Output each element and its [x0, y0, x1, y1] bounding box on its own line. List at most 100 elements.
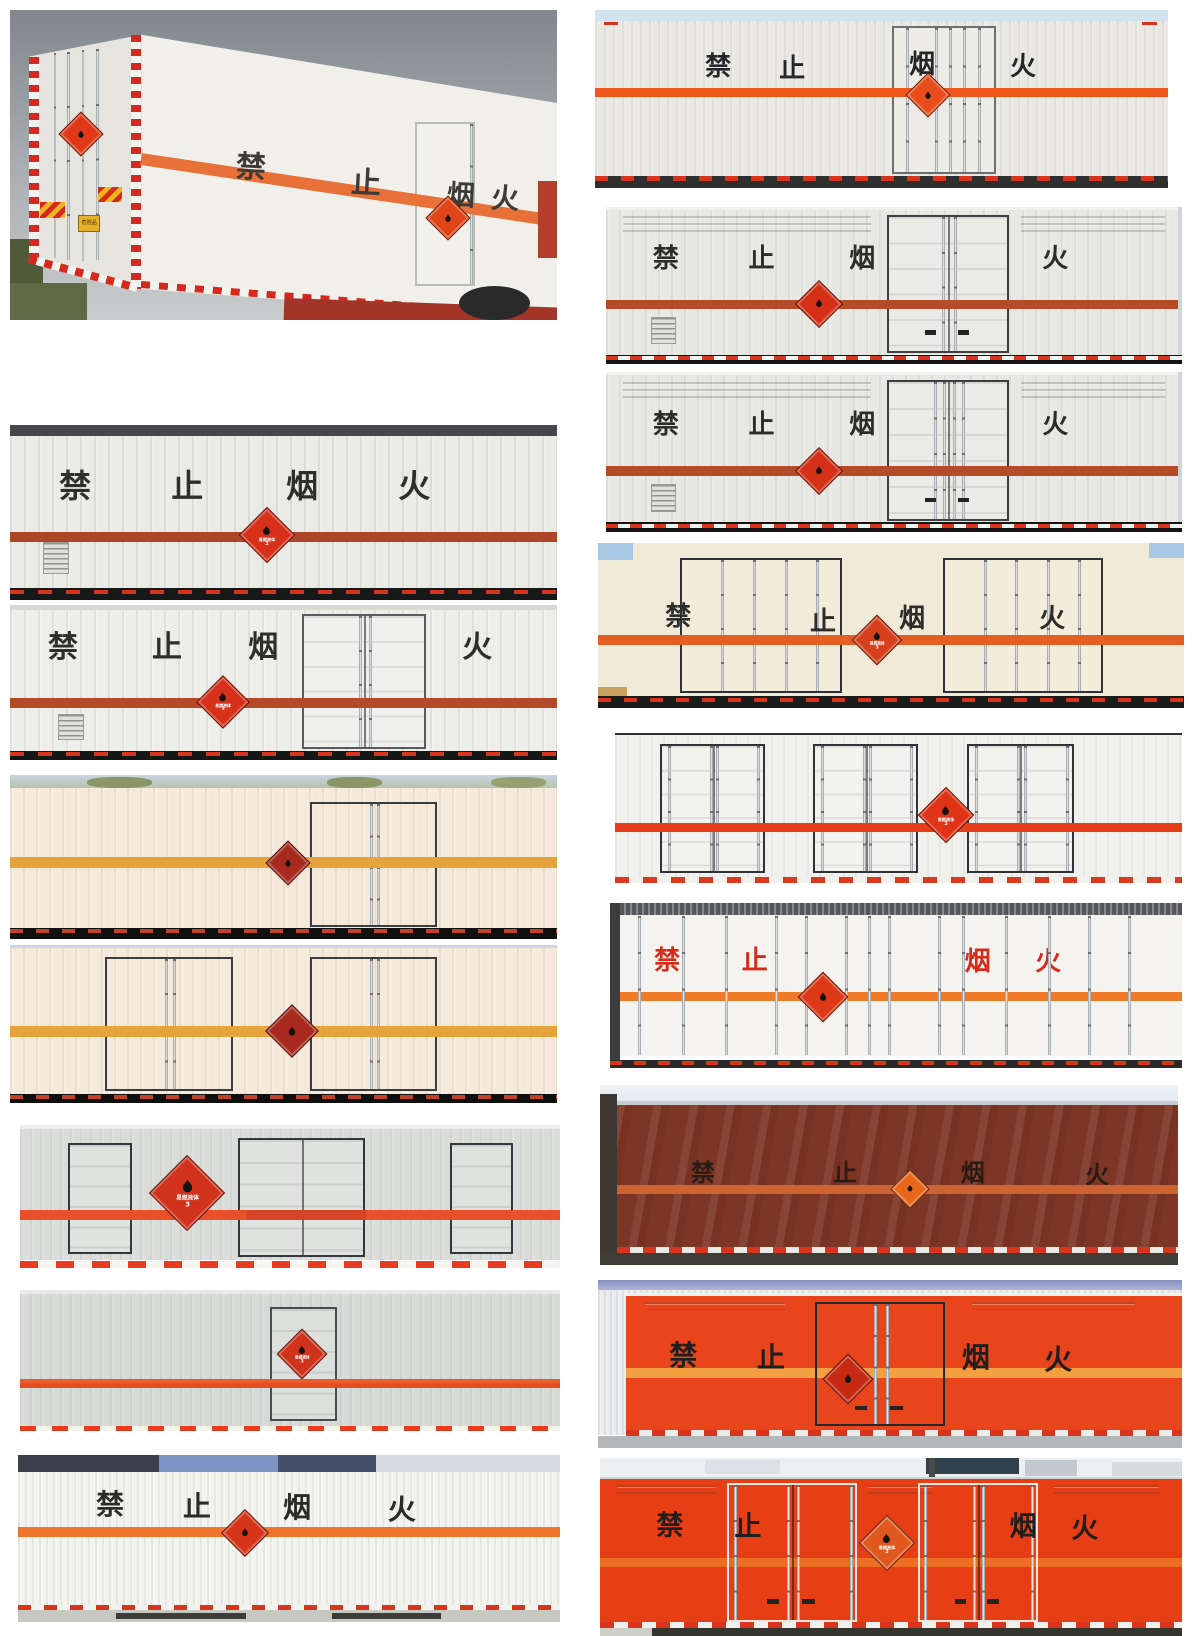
stencil-character: 止	[171, 467, 204, 506]
panel	[598, 543, 634, 560]
chevron-marking	[40, 202, 65, 218]
panel	[595, 88, 1168, 98]
lock-rod	[910, 745, 914, 871]
photo-white-box-text-city: 禁止烟火	[18, 1455, 560, 1622]
placard-content: 易燃液体 3	[938, 804, 954, 827]
lock-rod	[821, 745, 825, 871]
reflective-strip	[617, 1247, 1178, 1254]
placard-content	[923, 90, 934, 101]
lock-rod	[757, 745, 761, 871]
louver-vents	[1020, 381, 1165, 398]
photo-white-box-three-doors: 易燃液体 3	[615, 733, 1182, 883]
lock-rod	[82, 50, 85, 262]
panel	[615, 823, 1182, 832]
reflective-strip	[10, 589, 557, 595]
lock-rod	[887, 916, 892, 1055]
flame-icon	[78, 129, 84, 138]
reflective-strip	[20, 1260, 560, 1268]
lock-rod	[638, 916, 642, 1055]
cargo-door	[310, 957, 438, 1092]
panel	[278, 1455, 376, 1477]
stencil-character: 止	[810, 607, 837, 638]
panel	[10, 927, 557, 939]
cargo-door	[917, 1482, 1038, 1622]
stencil-character: 止	[748, 409, 775, 440]
placard-content	[239, 1527, 251, 1539]
reflective-strip	[606, 523, 1182, 528]
panel	[617, 1104, 1178, 1247]
flammable-placard	[797, 971, 849, 1023]
panel	[18, 1610, 560, 1622]
lock-rod	[1066, 745, 1070, 871]
lock-rod	[96, 48, 99, 260]
door-split-line	[865, 745, 868, 871]
placard-class-number: 3	[944, 820, 948, 827]
lock-rod	[873, 1303, 877, 1425]
placard-content	[282, 858, 293, 869]
flammable-placard	[424, 195, 471, 241]
vent-grille	[650, 484, 676, 512]
lock-rod	[359, 616, 363, 748]
cargo-door	[660, 743, 766, 873]
placard-content	[842, 1373, 854, 1385]
stencil-character: 禁	[656, 1510, 684, 1542]
photo-maroon-box-text: 禁止烟火	[600, 1085, 1178, 1265]
lock-rod	[805, 916, 809, 1055]
stencil-character: 止	[182, 1489, 211, 1523]
photo-white-box-louver-text-2: 禁止烟火	[606, 372, 1182, 532]
panel	[18, 1455, 159, 1477]
placard-content	[286, 1024, 299, 1037]
placard-class-number: 3	[300, 1358, 304, 1364]
stencil-character: 火	[1042, 243, 1069, 274]
lock-rod	[721, 559, 725, 692]
flame-icon	[844, 1374, 851, 1383]
flame-icon	[883, 1533, 891, 1543]
stencil-character: 烟	[960, 1159, 985, 1188]
stencil-character: 禁	[652, 409, 679, 440]
box-face	[29, 34, 142, 289]
lock-rod	[1015, 559, 1019, 692]
placard-content: 易燃液体 3	[869, 630, 884, 650]
stencil-character: 火	[1039, 603, 1066, 634]
louver-vents	[971, 1301, 1136, 1311]
flammable-placard: 易燃液体 3	[276, 1328, 328, 1380]
flammable-placard	[221, 1508, 270, 1558]
reflective-strip	[606, 355, 1182, 360]
stencil-character: 止	[349, 164, 382, 202]
lock-rod	[724, 916, 729, 1055]
lock-rod	[1005, 916, 1009, 1055]
placard-class-number: 3	[185, 1200, 190, 1209]
lock-rod	[1023, 745, 1027, 871]
stencil-character: 烟	[286, 467, 319, 506]
stencil-character: 火	[462, 629, 493, 665]
lock-rod	[715, 745, 719, 871]
louver-vents	[617, 1484, 717, 1494]
placard-content: 易燃液体 3	[294, 1344, 309, 1364]
door-split-line	[948, 216, 951, 351]
cargo-door	[887, 214, 1010, 353]
stencil-character: 禁	[690, 1159, 715, 1188]
louver-vents	[867, 1484, 932, 1494]
reflective-strip	[10, 929, 557, 934]
corrugation-texture	[610, 903, 1182, 918]
stencil-character: 火	[387, 1493, 416, 1527]
panel	[595, 20, 1168, 176]
stencil-character: 火	[1044, 1342, 1073, 1376]
stencil-character: 火	[398, 467, 431, 506]
panel	[10, 425, 557, 436]
placard-content: 易燃液体 3	[879, 1532, 895, 1555]
reflective-strip	[18, 1605, 560, 1610]
lock-rod	[368, 616, 372, 748]
cargo-door	[813, 743, 919, 873]
lock-rod	[787, 1484, 790, 1620]
cargo-door	[105, 957, 234, 1092]
flame-icon	[242, 1528, 248, 1537]
panel	[1148, 543, 1184, 558]
stencil-character: 止	[741, 945, 768, 976]
door-handle	[924, 330, 937, 335]
flammable-placard: 易燃液体 3	[851, 614, 903, 666]
flame-icon	[942, 805, 950, 815]
panel	[20, 1290, 560, 1298]
panel	[10, 282, 87, 320]
panel	[332, 1612, 441, 1619]
